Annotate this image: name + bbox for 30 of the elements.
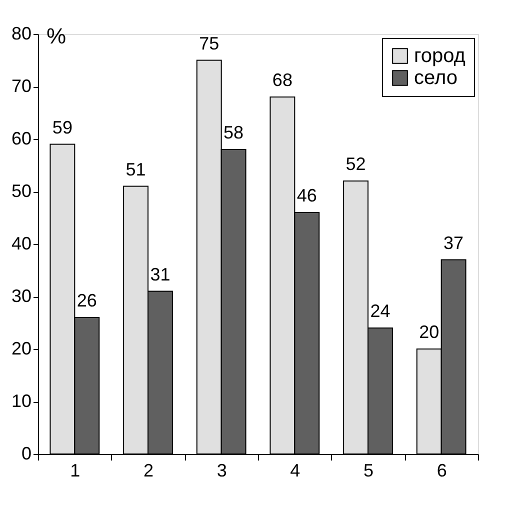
- y-tick-label: 70: [11, 76, 32, 96]
- x-tick-label: 3: [216, 460, 227, 480]
- y-tick-label: 20: [11, 338, 32, 358]
- data-label: 24: [370, 301, 390, 321]
- x-tick-label: 2: [143, 460, 154, 480]
- data-label: 31: [150, 264, 170, 284]
- data-label: 52: [346, 154, 366, 174]
- x-tick-label: 5: [363, 460, 374, 480]
- data-label: 58: [224, 122, 244, 142]
- data-label: 46: [296, 186, 317, 206]
- data-label: 68: [272, 70, 292, 90]
- data-label: 37: [444, 232, 464, 253]
- data-label: 51: [126, 159, 146, 180]
- y-tick-label: 0: [21, 444, 32, 464]
- data-label: 26: [76, 290, 97, 310]
- x-tick-label: 1: [70, 460, 80, 480]
- x-tick-label: 4: [290, 460, 300, 480]
- y-tick-label: 60: [11, 128, 32, 148]
- legend-label: село: [414, 67, 458, 89]
- y-axis-title: %: [46, 24, 66, 48]
- data-label: 75: [199, 33, 220, 54]
- y-tick-label: 10: [11, 391, 32, 411]
- y-tick-label: 30: [11, 286, 32, 306]
- data-label: 20: [419, 322, 440, 342]
- y-tick-label: 80: [11, 24, 32, 44]
- x-tick-label: 6: [436, 460, 447, 480]
- legend-label: город: [414, 45, 466, 67]
- y-tick-label: 40: [11, 234, 32, 254]
- data-label: 59: [52, 117, 72, 138]
- y-tick-label: 50: [11, 181, 32, 201]
